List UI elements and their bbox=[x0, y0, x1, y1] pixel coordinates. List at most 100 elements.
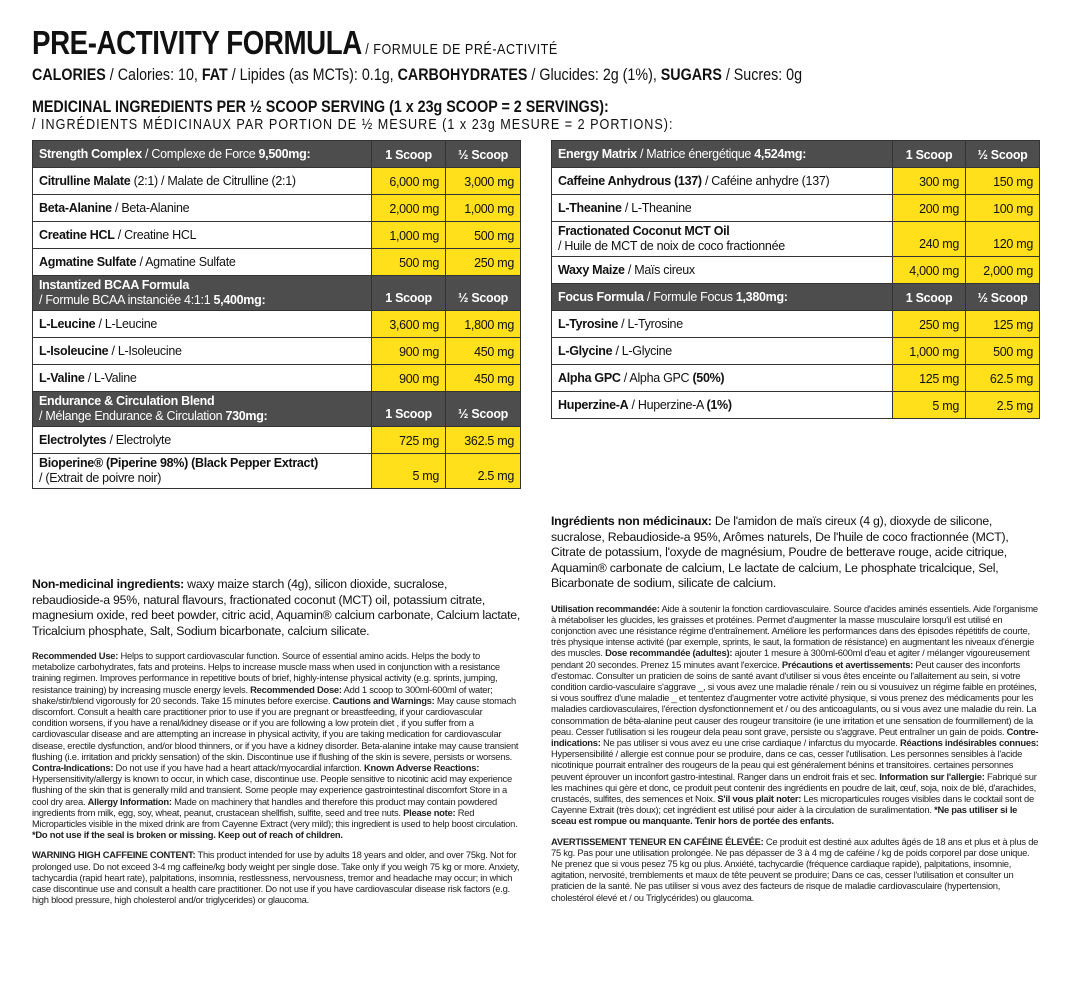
ingredient-name: Waxy Maize / Maïs cireux bbox=[550, 256, 894, 284]
text-run: / Creatine HCL bbox=[114, 227, 197, 242]
bold-run: 4,524mg: bbox=[754, 146, 807, 161]
bold-run: Strength Complex bbox=[39, 146, 142, 161]
text-run: Add 1 scoop to 300ml-600ml of water; sha… bbox=[32, 683, 493, 706]
ingredient-row: L-Isoleucine / L-Isoleucine 900 mg 450 mg bbox=[31, 337, 521, 365]
section-row: Endurance & Circulation Blend / Mélange E… bbox=[31, 391, 521, 427]
section-name: Strength Complex / Complexe de Force 9,5… bbox=[31, 140, 373, 168]
amount: 3,600 mg bbox=[371, 310, 447, 338]
section-row: Energy Matrix / Matrice énergétique 4,52… bbox=[550, 140, 1040, 168]
column-heading: ½ Scoop bbox=[445, 140, 521, 168]
title: PRE-ACTIVITY FORMULA bbox=[32, 24, 362, 61]
text-line: L-Tyrosine / L-Tyrosine bbox=[558, 317, 886, 332]
amount: 1,000 mg bbox=[445, 194, 521, 222]
bold-run: CARBOHYDRATES bbox=[397, 65, 528, 84]
amount: 900 mg bbox=[371, 337, 447, 365]
text-line: Caffeine Anhydrous (137) / Caféine anhyd… bbox=[558, 174, 886, 189]
text-run: Les microparticules rouges visibles dans… bbox=[551, 792, 1034, 816]
amount: 500 mg bbox=[371, 248, 447, 276]
amount: 200 mg bbox=[892, 194, 967, 222]
bold-run: Bioperine® (Piperine 98%) (Black Pepper … bbox=[39, 456, 318, 470]
bold-run: *Ne pas utiliser si le sceau est rompue … bbox=[551, 804, 1018, 827]
directions-warnings: Recommended Use: Helps to support cardio… bbox=[32, 650, 520, 840]
ingredient-row: Beta-Alanine / Beta-Alanine 2,000 mg 1,000… bbox=[31, 194, 521, 222]
ingredient-name: Agmatine Sulfate / Agmatine Sulfate bbox=[31, 248, 373, 276]
text-line: / Mélange Endurance & Circulation 730mg: bbox=[39, 409, 365, 424]
text-line: Electrolytes / Electrolyte bbox=[39, 433, 365, 448]
non-medicinal-ingredients: Non-medicinal ingredients: waxy maize st… bbox=[32, 577, 520, 639]
column-heading: ½ Scoop bbox=[445, 275, 521, 311]
nutrition-facts: CALORIES / Calories: 10, FAT / Lipides (… bbox=[32, 65, 1040, 85]
amount: 450 mg bbox=[445, 337, 521, 365]
amount: 2.5 mg bbox=[445, 453, 521, 489]
bold-run: Alpha GPC bbox=[558, 370, 621, 385]
text-run: Fabriqué sur les machines qui gère et do… bbox=[551, 770, 1037, 804]
amount: 450 mg bbox=[445, 364, 521, 392]
bold-run: Contre-indications: bbox=[551, 725, 1039, 748]
text-line: Waxy Maize / Maïs cireux bbox=[558, 263, 886, 278]
ingredient-name: Alpha GPC / Alpha GPC (50%) bbox=[550, 364, 894, 392]
text-line: / Formule BCAA instanciée 4:1:1 5,400mg: bbox=[39, 293, 365, 308]
amount: 240 mg bbox=[892, 221, 967, 257]
column-heading: 1 Scoop bbox=[371, 140, 447, 168]
ingredient-row: Creatine HCL / Creatine HCL 1,000 mg 500 m… bbox=[31, 221, 521, 249]
ingredient-name: Beta-Alanine / Beta-Alanine bbox=[31, 194, 373, 222]
bold-run: Known Adverse Reactions: bbox=[364, 762, 480, 774]
text-run: / Agmatine Sulfate bbox=[136, 254, 236, 269]
section-row: Focus Formula / Formule Focus 1,380mg: 1 … bbox=[550, 283, 1040, 311]
bold-run: L-Glycine bbox=[558, 343, 613, 358]
bold-run: Citrulline Malate bbox=[39, 173, 131, 188]
bold-run: (50%) bbox=[692, 370, 725, 385]
bold-run: 9,500mg: bbox=[258, 146, 311, 161]
bold-run: Contra-Indications: bbox=[32, 762, 114, 774]
column-heading: 1 Scoop bbox=[371, 391, 447, 427]
ingredient-name: Creatine HCL / Creatine HCL bbox=[31, 221, 373, 249]
ingredient-name: L-Leucine / L-Leucine bbox=[31, 310, 373, 338]
amount: 125 mg bbox=[892, 364, 967, 392]
bold-run: Utilisation recommandée: bbox=[551, 602, 660, 614]
ingredient-name: L-Tyrosine / L-Tyrosine bbox=[550, 310, 894, 338]
text-run: / L-Theanine bbox=[621, 200, 692, 215]
non-medicinal-ingredients: Ingrédients non médicinaux: De l'amidon … bbox=[551, 514, 1039, 592]
amount: 500 mg bbox=[445, 221, 521, 249]
text-line: Creatine HCL / Creatine HCL bbox=[39, 228, 365, 243]
text-run: De l'amidon de maïs cireux (4 g), dioxyd… bbox=[551, 514, 1009, 590]
bold-run: Agmatine Sulfate bbox=[39, 254, 137, 269]
medicinal-heading: MEDICINAL INGREDIENTS PER ½ SCOOP SERVIN… bbox=[32, 97, 609, 116]
text-line: Fractionated Coconut MCT Oil bbox=[558, 224, 886, 239]
ingredient-table: Energy Matrix / Matrice énergétique 4,52… bbox=[550, 140, 1040, 419]
amount: 900 mg bbox=[371, 364, 447, 392]
bold-run: SUGARS bbox=[660, 65, 722, 84]
ingredient-name: L-Isoleucine / L-Isoleucine bbox=[31, 337, 373, 365]
text-run: Made on machinery that handles and there… bbox=[32, 795, 497, 818]
text-run: / Beta-Alanine bbox=[111, 200, 190, 215]
text-run: / L-Tyrosine bbox=[617, 316, 683, 331]
caffeine-warning: AVERTISSEMENT TENEUR EN CAFÉINE ÉLEVÉE: … bbox=[551, 836, 1039, 903]
ingredient-row: L-Glycine / L-Glycine 1,000 mg 500 mg bbox=[550, 337, 1040, 365]
ingredient-name: Huperzine-A / Huperzine-A (1%) bbox=[550, 391, 894, 419]
text-run: ajouter 1 mesure à 300ml-600ml d'eau et … bbox=[551, 647, 1030, 670]
amount: 250 mg bbox=[892, 310, 967, 338]
bold-run: S'il vous plaît noter: bbox=[717, 792, 802, 804]
bold-run: Cautions and Warnings: bbox=[332, 694, 435, 706]
text-run: Ce produit est destiné aux adultes âgés … bbox=[551, 835, 1039, 903]
bold-run: Information sur l'allergie: bbox=[879, 770, 985, 782]
subtitle: / FORMULE DE PRÉ-ACTIVITÉ bbox=[365, 41, 558, 58]
medicinal-heading-fr: / INGRÉDIENTS MÉDICINAUX PAR PORTION DE … bbox=[32, 116, 674, 133]
title-line: PRE-ACTIVITY FORMULA / FORMULE DE PRÉ-ACT… bbox=[32, 26, 1040, 67]
text-run: Red Microparticles visible in the mixed … bbox=[32, 806, 518, 830]
amount: 2,000 mg bbox=[965, 256, 1040, 284]
text-line: L-Valine / L-Valine bbox=[39, 371, 365, 386]
column-heading: ½ Scoop bbox=[965, 140, 1040, 168]
ingredient-row: Citrulline Malate (2:1) / Malate de Citr… bbox=[31, 167, 521, 195]
text-run: / Complexe de Force bbox=[141, 146, 259, 161]
ingredient-row: Fractionated Coconut MCT Oil / Huile de M… bbox=[550, 221, 1040, 257]
bold-run: Précautions et avertissements: bbox=[781, 658, 914, 670]
text-run: Ne pas utiliser si vous avez eu une cris… bbox=[600, 736, 901, 748]
amount: 120 mg bbox=[965, 221, 1040, 257]
text-line: Bioperine® (Piperine 98%) (Black Pepper … bbox=[39, 456, 365, 471]
bold-run: Please note: bbox=[403, 806, 456, 818]
text-run: Helps to support cardiovascular function… bbox=[32, 650, 500, 695]
ingredient-name: Bioperine® (Piperine 98%) (Black Pepper … bbox=[31, 453, 373, 489]
text-line: Strength Complex / Complexe de Force 9,5… bbox=[39, 147, 365, 162]
text-run: / (Extrait de poivre noir) bbox=[39, 471, 162, 485]
